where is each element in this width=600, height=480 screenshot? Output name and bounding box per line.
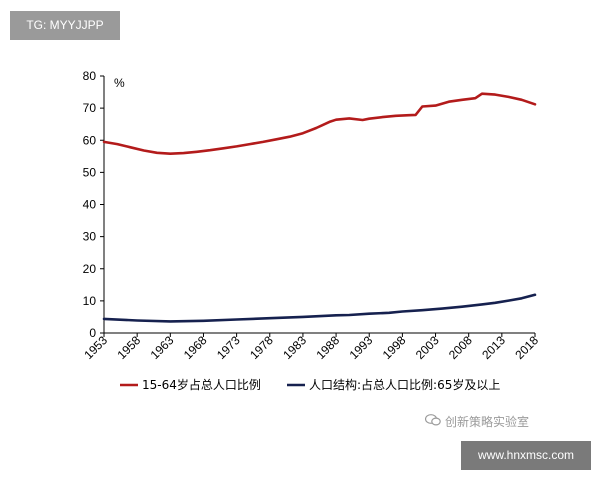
- x-tick-label: 1963: [148, 333, 177, 362]
- y-tick-label: 0: [89, 326, 96, 340]
- x-tick-label: 1958: [114, 333, 143, 362]
- y-tick-label: 40: [83, 198, 97, 212]
- x-tick-label: 1978: [247, 333, 276, 362]
- watermark-text: 创新策略实验室: [445, 415, 530, 429]
- chat-bubble-icon: [424, 414, 441, 429]
- x-tick-label: 1968: [181, 333, 210, 362]
- y-tick-label: 10: [83, 294, 97, 308]
- y-tick-label: 80: [83, 69, 97, 83]
- series-lines: [102, 92, 537, 323]
- x-tick-label: 1988: [313, 333, 342, 362]
- series-line-1: [102, 92, 537, 155]
- x-tick-label: 2003: [413, 333, 442, 362]
- x-tick-label: 2018: [512, 333, 541, 362]
- x-tick-label: 2008: [446, 333, 475, 362]
- y-unit-label: %: [114, 76, 125, 90]
- y-tick-label: 50: [83, 165, 97, 179]
- x-tick-label: 1973: [214, 333, 243, 362]
- y-tick-label: 70: [83, 101, 97, 115]
- watermark: 创新策略实验室: [424, 413, 530, 430]
- series-line-2: [102, 293, 537, 323]
- legend-item-1: 15-64岁占总人口比例: [120, 377, 261, 392]
- y-axis-ticks: 0 10 20 30 40 50 60 70 80: [83, 69, 104, 340]
- y-tick-label: 60: [83, 133, 97, 147]
- legend-item-2: 人口结构:占总人口比例:65岁及以上: [287, 377, 500, 392]
- site-url-badge: www.hnxmsc.com: [461, 441, 591, 470]
- chart-axes: [103, 76, 535, 334]
- x-tick-label: 1993: [347, 333, 376, 362]
- x-tick-label: 1983: [280, 333, 309, 362]
- x-tick-label: 2013: [479, 333, 508, 362]
- top-badge: TG: MYYJJPP: [10, 11, 120, 40]
- legend-label-2: 人口结构:占总人口比例:65岁及以上: [309, 377, 500, 392]
- x-tick-label: 1953: [81, 333, 110, 362]
- x-axis-ticks: 1953 1958 1963 1968 1973 1978 1983 1988 1993 1998…: [81, 333, 541, 362]
- x-tick-label: 1998: [380, 333, 409, 362]
- y-tick-label: 30: [83, 230, 97, 244]
- chart-legend: 15-64岁占总人口比例 人口结构:占总人口比例:65岁及以上: [120, 377, 500, 392]
- y-tick-label: 20: [83, 262, 97, 276]
- legend-label-1: 15-64岁占总人口比例: [142, 377, 261, 392]
